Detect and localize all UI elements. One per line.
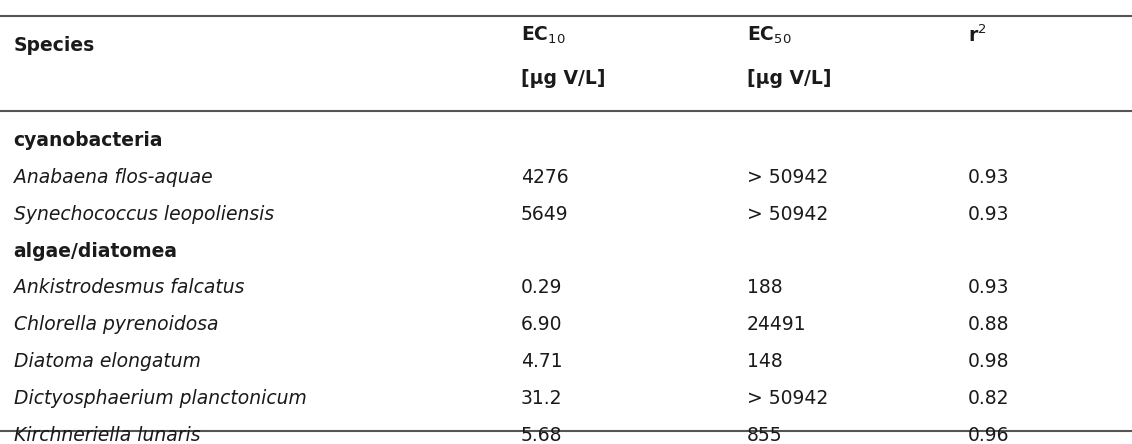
Text: 6.90: 6.90 bbox=[521, 315, 563, 334]
Text: r$^{2}$: r$^{2}$ bbox=[968, 24, 986, 46]
Text: 4276: 4276 bbox=[521, 168, 568, 187]
Text: Kirchneriella lunaris: Kirchneriella lunaris bbox=[14, 426, 200, 444]
Text: 855: 855 bbox=[747, 426, 782, 444]
Text: 0.93: 0.93 bbox=[968, 168, 1010, 187]
Text: EC$_{50}$: EC$_{50}$ bbox=[747, 24, 791, 46]
Text: 0.93: 0.93 bbox=[968, 278, 1010, 297]
Text: EC$_{10}$: EC$_{10}$ bbox=[521, 24, 565, 46]
Text: 5649: 5649 bbox=[521, 205, 568, 224]
Text: 5.68: 5.68 bbox=[521, 426, 563, 444]
Text: > 50942: > 50942 bbox=[747, 389, 829, 408]
Text: 0.96: 0.96 bbox=[968, 426, 1010, 444]
Text: Ankistrodesmus falcatus: Ankistrodesmus falcatus bbox=[14, 278, 245, 297]
Text: algae/diatomea: algae/diatomea bbox=[14, 242, 178, 261]
Text: 4.71: 4.71 bbox=[521, 352, 563, 371]
Text: Dictyosphaerium planctonicum: Dictyosphaerium planctonicum bbox=[14, 389, 307, 408]
Text: > 50942: > 50942 bbox=[747, 205, 829, 224]
Text: 31.2: 31.2 bbox=[521, 389, 563, 408]
Text: [µg V/L]: [µg V/L] bbox=[747, 69, 832, 88]
Text: [µg V/L]: [µg V/L] bbox=[521, 69, 606, 88]
Text: 148: 148 bbox=[747, 352, 783, 371]
Text: Synechococcus leopoliensis: Synechococcus leopoliensis bbox=[14, 205, 274, 224]
Text: Species: Species bbox=[14, 36, 95, 55]
Text: 0.88: 0.88 bbox=[968, 315, 1010, 334]
Text: cyanobacteria: cyanobacteria bbox=[14, 131, 163, 150]
Text: 0.98: 0.98 bbox=[968, 352, 1010, 371]
Text: Diatoma elongatum: Diatoma elongatum bbox=[14, 352, 200, 371]
Text: 0.82: 0.82 bbox=[968, 389, 1010, 408]
Text: 0.93: 0.93 bbox=[968, 205, 1010, 224]
Text: Anabaena flos-aquae: Anabaena flos-aquae bbox=[14, 168, 212, 187]
Text: > 50942: > 50942 bbox=[747, 168, 829, 187]
Text: 188: 188 bbox=[747, 278, 782, 297]
Text: 24491: 24491 bbox=[747, 315, 807, 334]
Text: Chlorella pyrenoidosa: Chlorella pyrenoidosa bbox=[14, 315, 218, 334]
Text: 0.29: 0.29 bbox=[521, 278, 563, 297]
